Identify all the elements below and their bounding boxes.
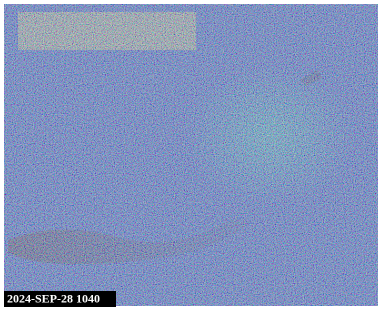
received-image: 2024-SEP-28 1040	[0, 0, 382, 311]
page: {"timestamp": "2024-SEP-28 1040"} 2024-S…	[0, 0, 382, 311]
timestamp: 2024-SEP-28 1040	[7, 291, 100, 305]
noise-layer	[4, 4, 378, 306]
